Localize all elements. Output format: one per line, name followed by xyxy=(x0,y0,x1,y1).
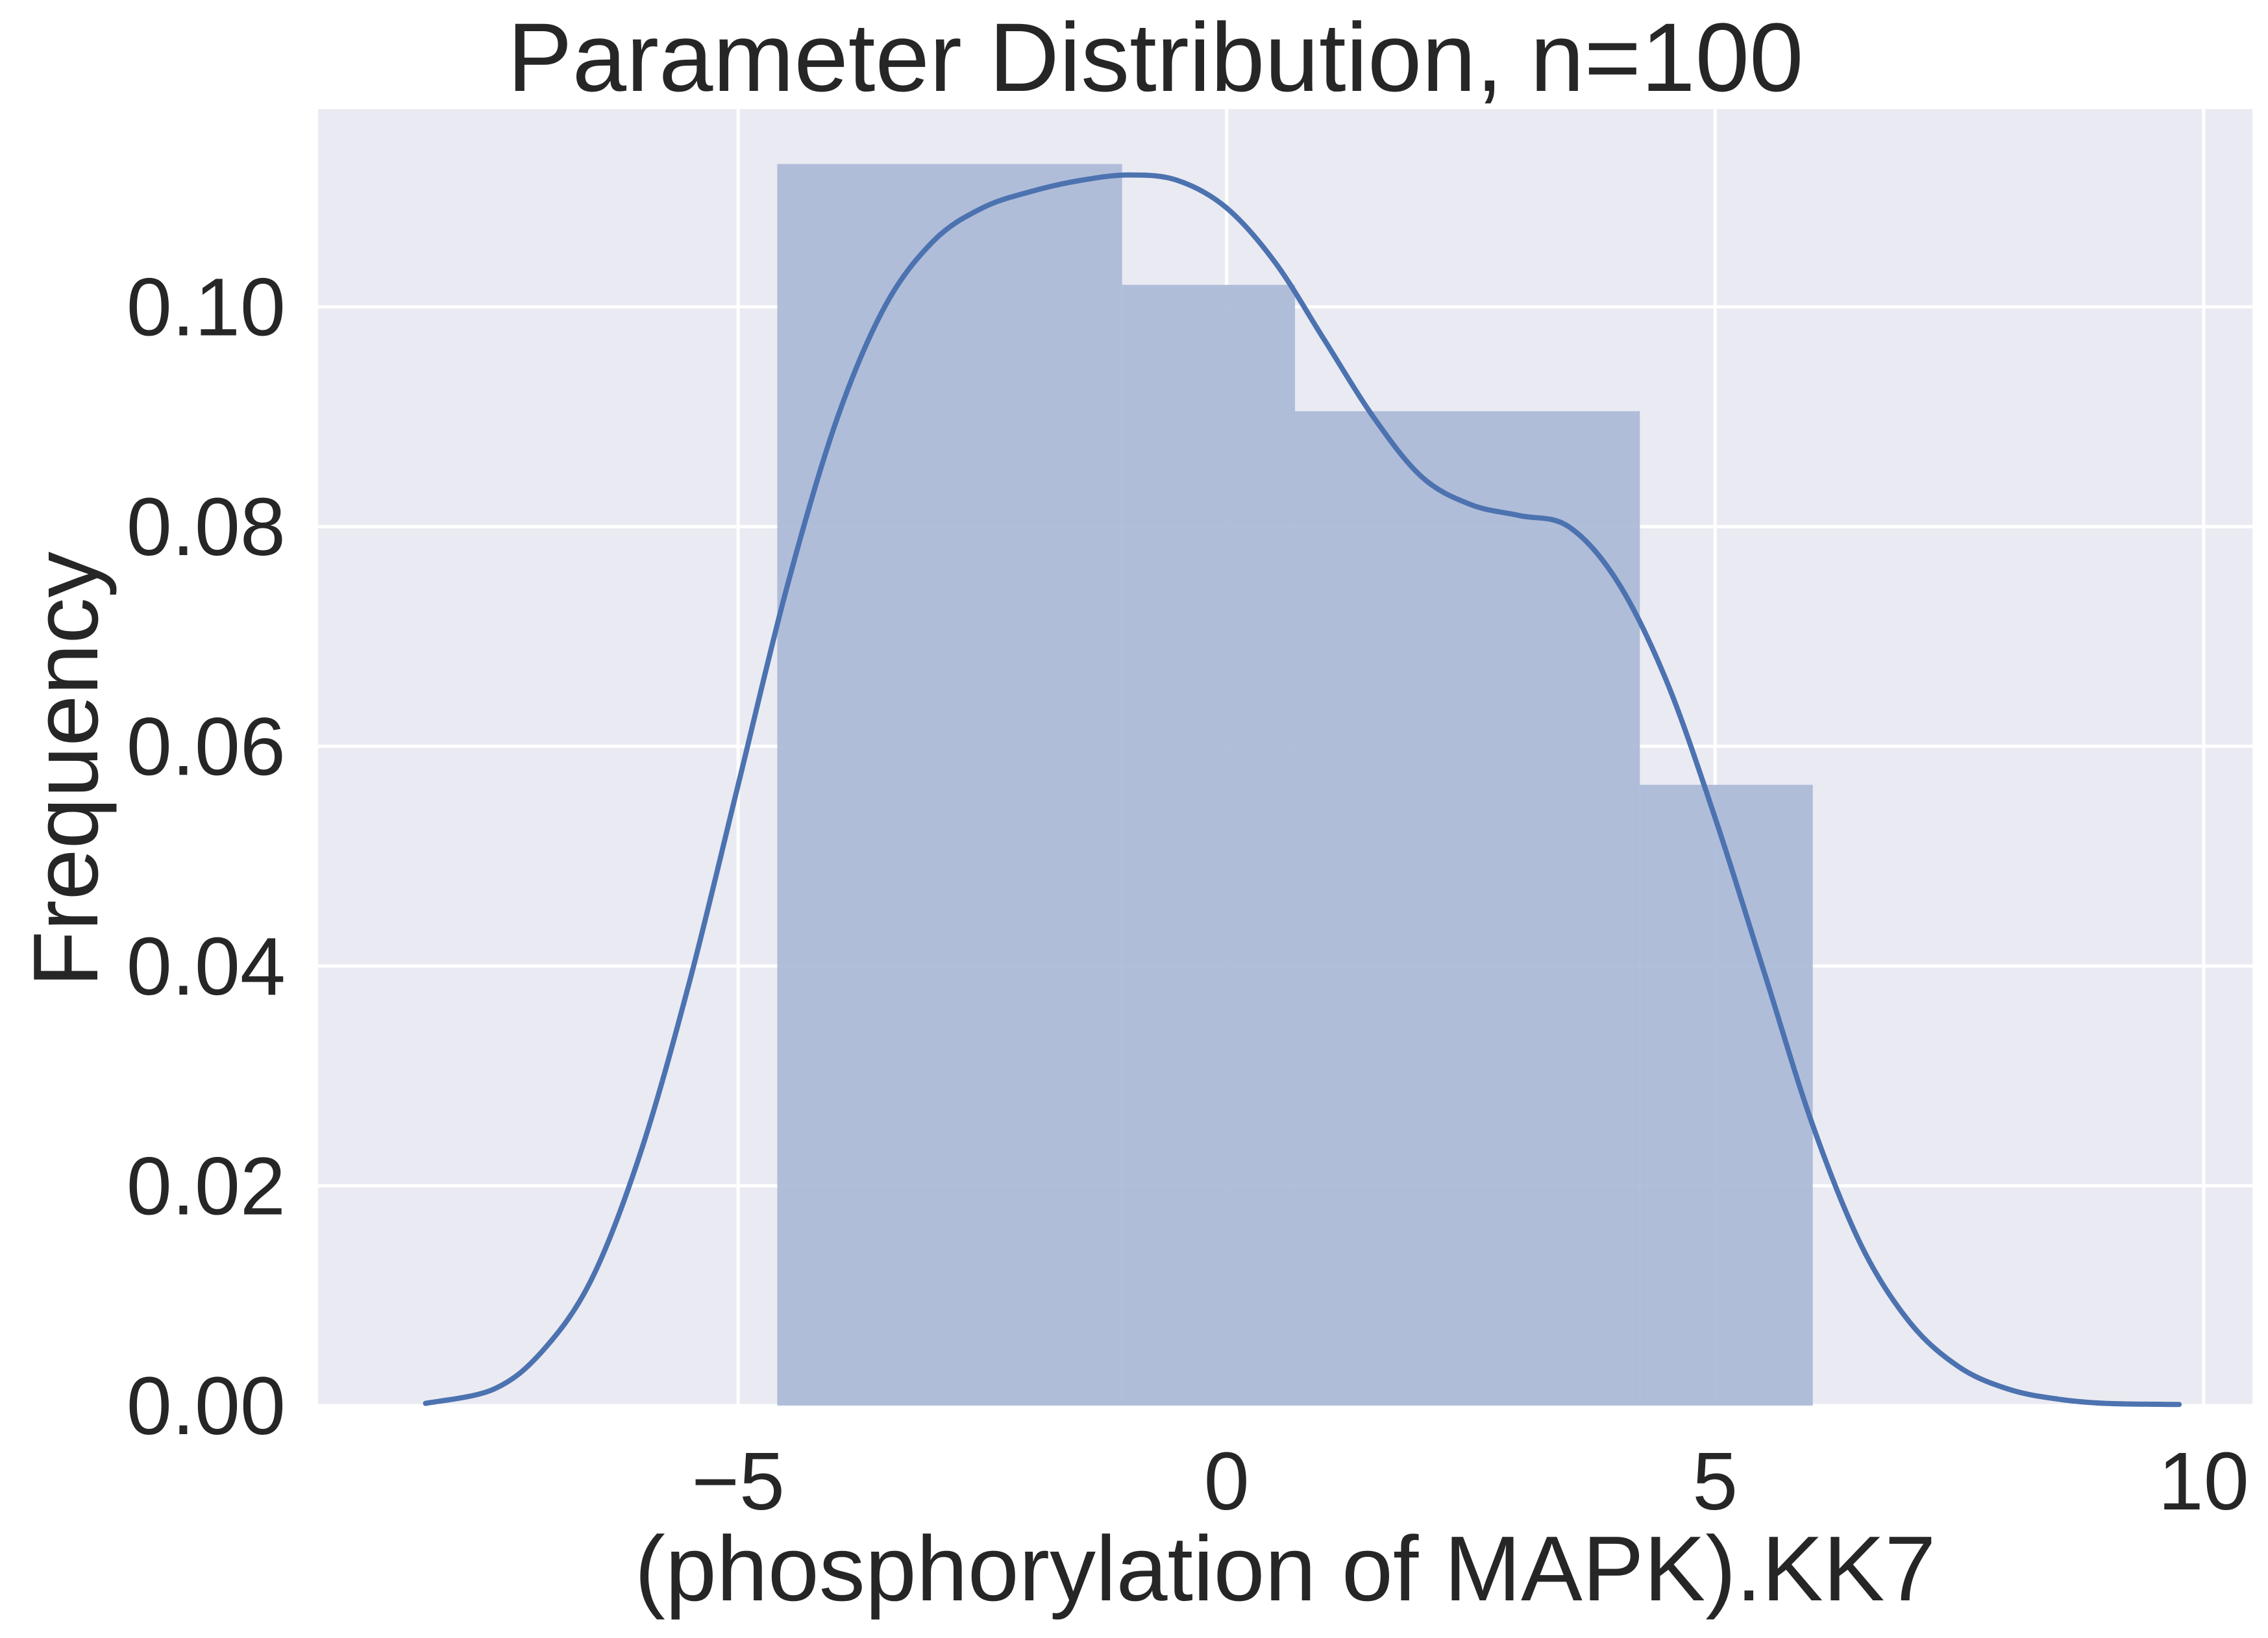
kde-curve xyxy=(423,172,2182,1408)
y-tick-label-0: 0.00 xyxy=(127,1360,286,1452)
y-tick-label-2: 0.04 xyxy=(127,921,286,1012)
y-tick-label-5: 0.10 xyxy=(127,262,286,353)
y-tick-label-1: 0.02 xyxy=(127,1141,286,1232)
x-tick-label-0: −5 xyxy=(691,1435,785,1527)
histogram-bar-1 xyxy=(1122,284,1296,1406)
y-tick-label-3: 0.06 xyxy=(127,701,286,793)
y-tick-label-4: 0.08 xyxy=(127,481,286,573)
x-tick-label-3: 10 xyxy=(2158,1435,2249,1527)
histogram-bar-2 xyxy=(1295,411,1640,1406)
histogram-bar-0 xyxy=(777,164,1122,1406)
x-tick-label-2: 5 xyxy=(1692,1435,1738,1527)
tick-labels: −5 0 5 10 0.00 0.02 0.04 0.06 0.08 0.10 xyxy=(127,262,2249,1527)
x-tick-label-1: 0 xyxy=(1204,1435,1250,1527)
kde-layer xyxy=(423,172,2182,1408)
x-axis-label: (phosphorylation of MAPK).KK7 xyxy=(635,1517,1936,1620)
histogram-bar-3 xyxy=(1640,784,1813,1406)
histogram-bars xyxy=(777,164,1813,1406)
y-axis-label: Frequency xyxy=(14,552,117,987)
chart-title: Parameter Distribution, n=100 xyxy=(508,3,1804,112)
